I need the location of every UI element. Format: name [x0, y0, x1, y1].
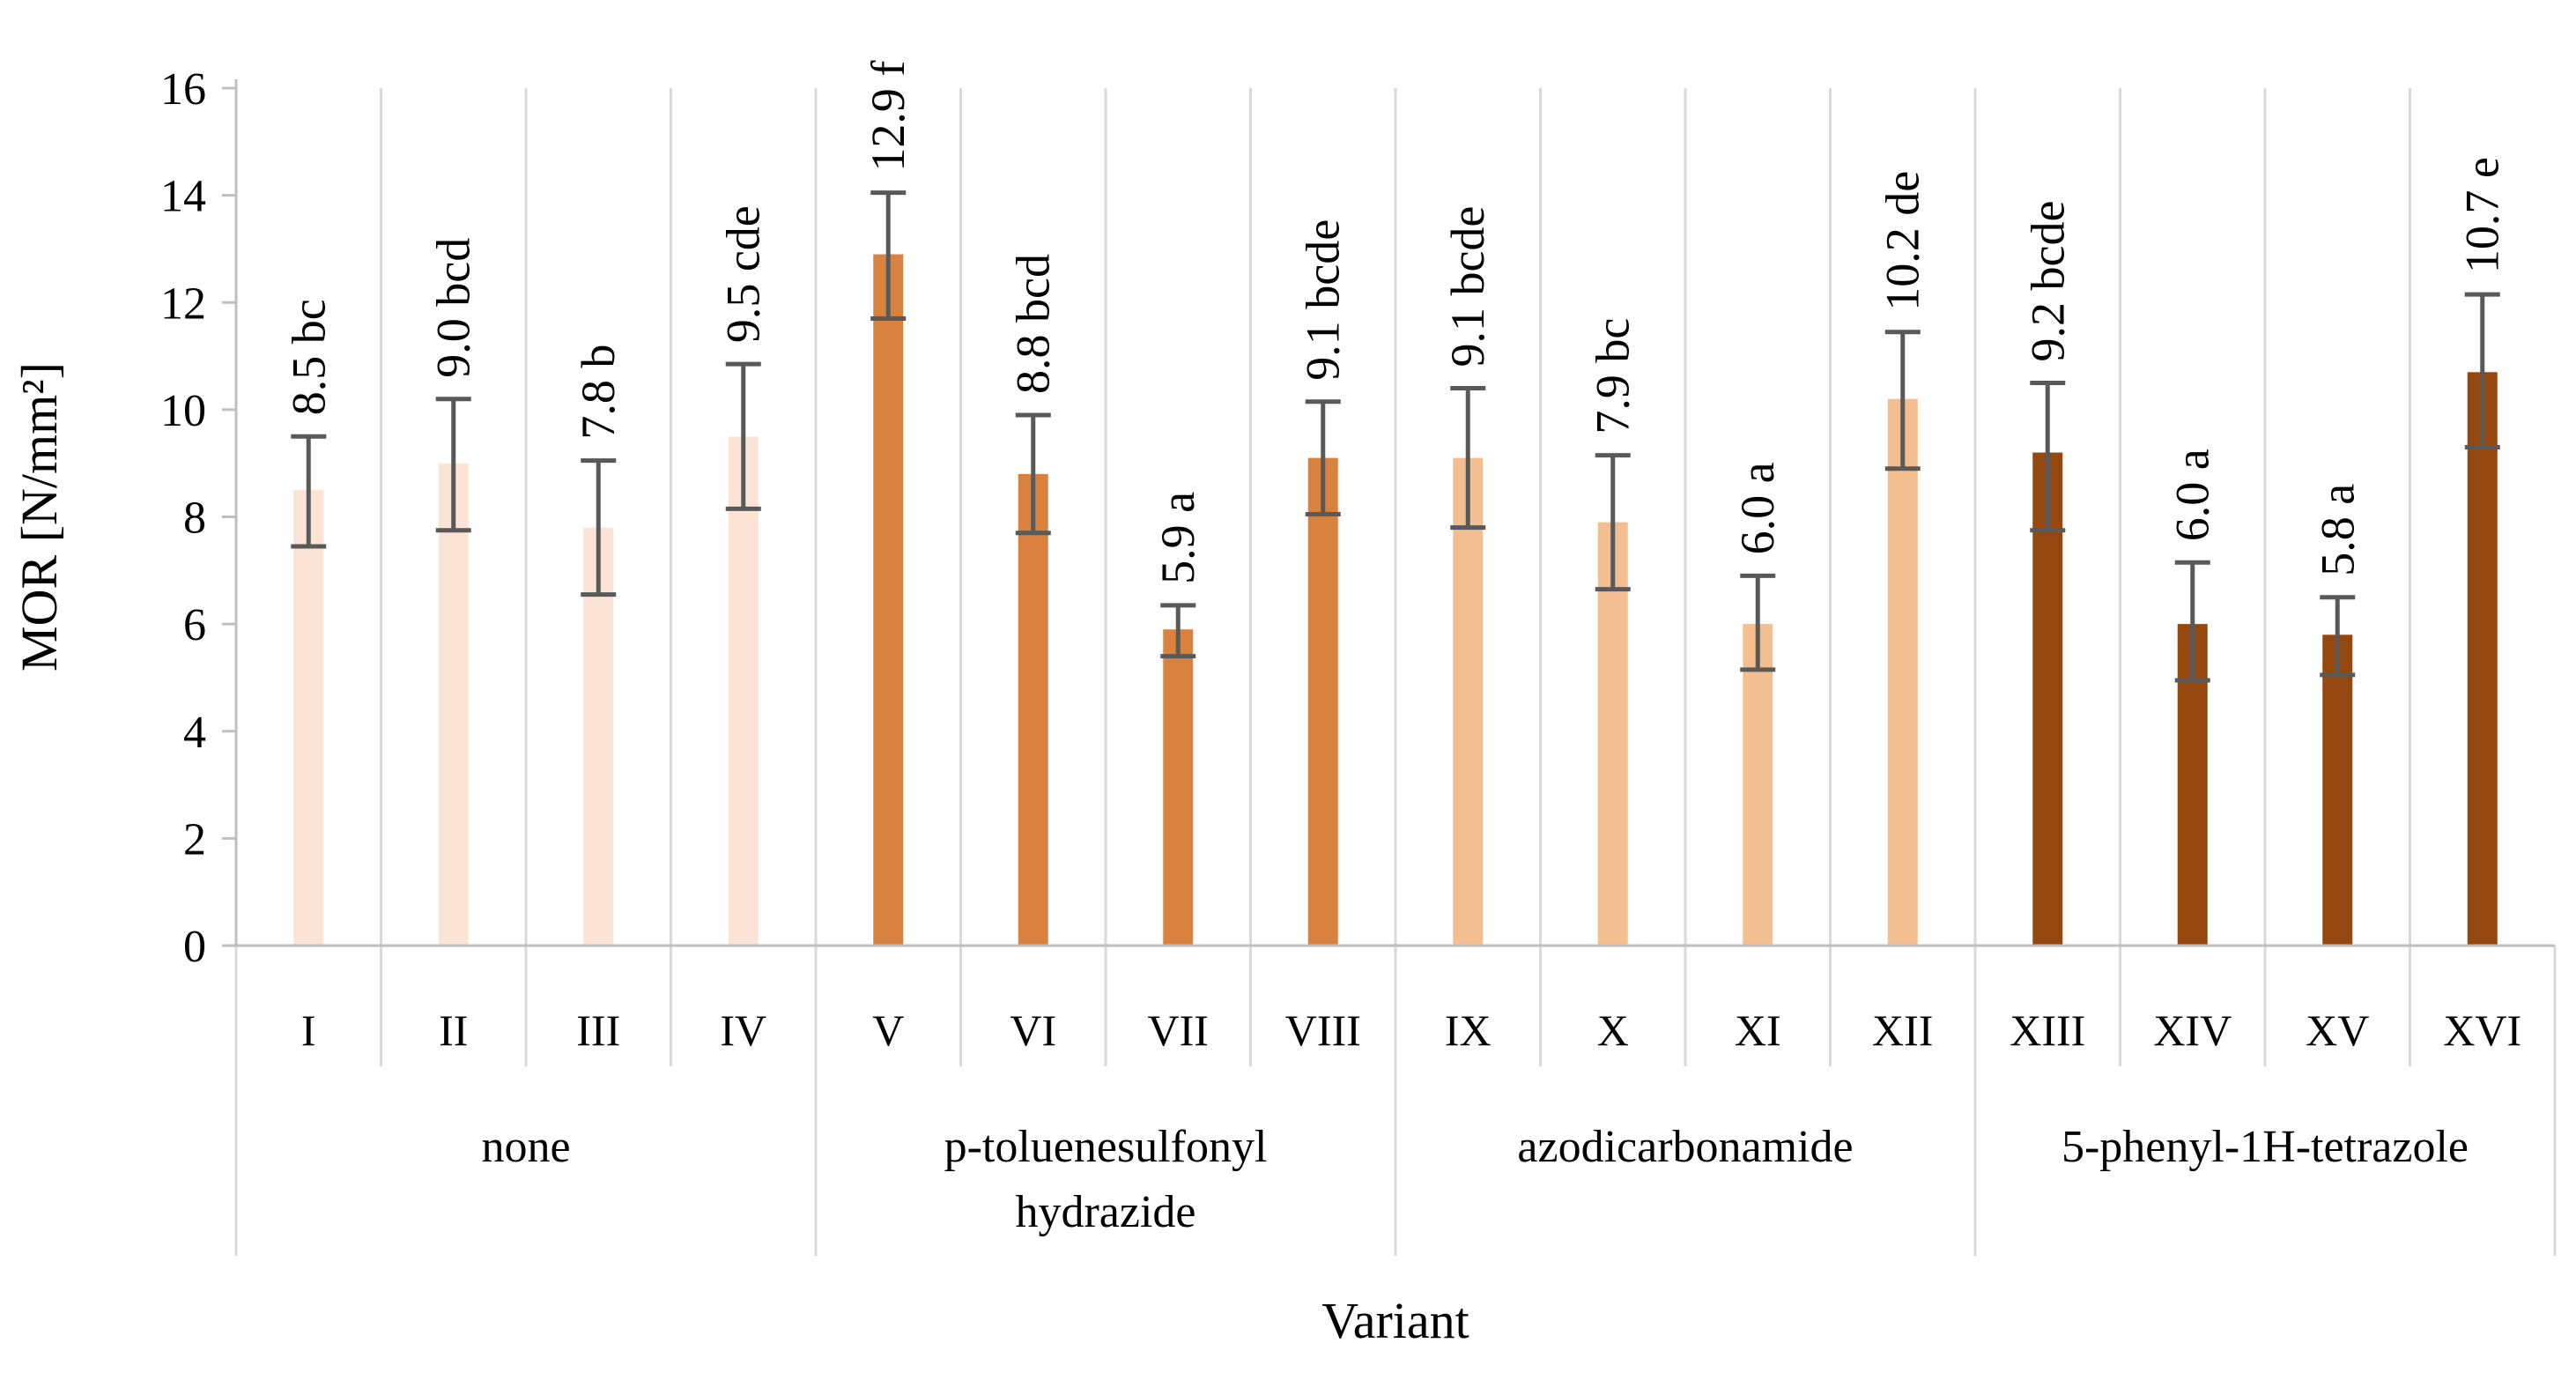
bar-IV	[728, 436, 759, 946]
bar-I	[293, 490, 324, 946]
x-category-label: X	[1597, 1006, 1629, 1055]
bar-XV	[2322, 635, 2353, 946]
data-label: 8.5 bc	[282, 299, 335, 415]
bar-X	[1597, 522, 1628, 946]
group-label: hydrazide	[1015, 1187, 1195, 1237]
data-label: 7.9 bc	[1587, 318, 1640, 434]
bar-VIII	[1307, 457, 1338, 946]
bar-VII	[1163, 629, 1194, 946]
x-category-label: VII	[1148, 1006, 1209, 1055]
grid-layer	[234, 88, 2557, 1256]
bar-XII	[1887, 398, 1918, 946]
x-category-label: II	[439, 1006, 468, 1055]
group-label: p-toluenesulfonyl	[944, 1122, 1268, 1172]
group-label: none	[481, 1122, 570, 1172]
bar-VI	[1018, 473, 1048, 946]
y-tick-label: 8	[183, 494, 206, 544]
data-label: 9.1 bcde	[1441, 206, 1494, 367]
data-label: 5.8 a	[2311, 484, 2364, 576]
y-tick-label: 2	[183, 814, 206, 865]
data-label: 10.7 e	[2456, 157, 2509, 273]
x-category-label: XIV	[2153, 1006, 2232, 1055]
bar-III	[583, 527, 614, 946]
y-axis-title: MOR [N/mm²]	[11, 362, 68, 672]
x-category-label: XII	[1872, 1006, 1933, 1055]
x-category-label: VI	[1010, 1006, 1056, 1055]
x-axis-title: Variant	[1321, 1292, 1469, 1349]
bar-V	[873, 254, 904, 946]
data-label: 9.1 bcde	[1297, 219, 1350, 381]
data-label: 12.9 f	[862, 61, 914, 172]
x-category-label: XV	[2306, 1006, 2369, 1055]
data-label: 8.8 bcd	[1007, 254, 1060, 394]
x-category-label: V	[872, 1006, 904, 1055]
data-label: 6.0 a	[2166, 449, 2219, 541]
bar-IX	[1453, 457, 1484, 946]
error-bars-layer	[291, 190, 2500, 683]
x-category-label: IX	[1445, 1006, 1492, 1055]
group-label: 5-phenyl-1H-tetrazole	[2062, 1122, 2469, 1172]
data-label: 5.9 a	[1151, 492, 1204, 584]
bar-XIII	[2032, 452, 2063, 946]
data-label: 9.2 bcde	[2021, 201, 2074, 362]
x-category-label: XI	[1735, 1006, 1781, 1055]
bar-XI	[1743, 624, 1773, 946]
x-category-label: VIII	[1285, 1006, 1361, 1055]
y-tick-label: 6	[183, 600, 206, 650]
bars-layer	[293, 254, 2498, 946]
x-category-label: III	[576, 1006, 620, 1055]
axes-layer: 0 2 4 6 8 10 12 14 16	[160, 64, 2555, 972]
x-category-label: XIII	[2010, 1006, 2085, 1055]
group-label: azodicarbonamide	[1517, 1122, 1853, 1172]
data-label: 9.5 cde	[717, 205, 770, 343]
labels-layer: 8.5 bc 9.0 bcd 7.8 b 9.5 cde 12.9 f 8.8 bcd 5.…	[11, 61, 2521, 1349]
x-category-label: I	[301, 1006, 316, 1055]
y-tick-label: 4	[183, 708, 206, 758]
bar-XVI	[2467, 372, 2498, 946]
bar-II	[438, 463, 469, 946]
data-label: 7.8 b	[572, 345, 625, 440]
x-category-label: IV	[720, 1006, 766, 1055]
y-tick-label: 12	[160, 278, 206, 329]
data-label: 10.2 de	[1876, 171, 1929, 311]
x-category-label: XVI	[2443, 1006, 2521, 1055]
data-label: 9.0 bcd	[427, 238, 480, 378]
y-tick-label: 10	[160, 386, 206, 436]
y-tick-label: 16	[160, 64, 206, 115]
y-tick-label: 0	[183, 922, 206, 972]
y-tick-label: 14	[160, 172, 206, 222]
data-label: 6.0 a	[1731, 462, 1784, 554]
